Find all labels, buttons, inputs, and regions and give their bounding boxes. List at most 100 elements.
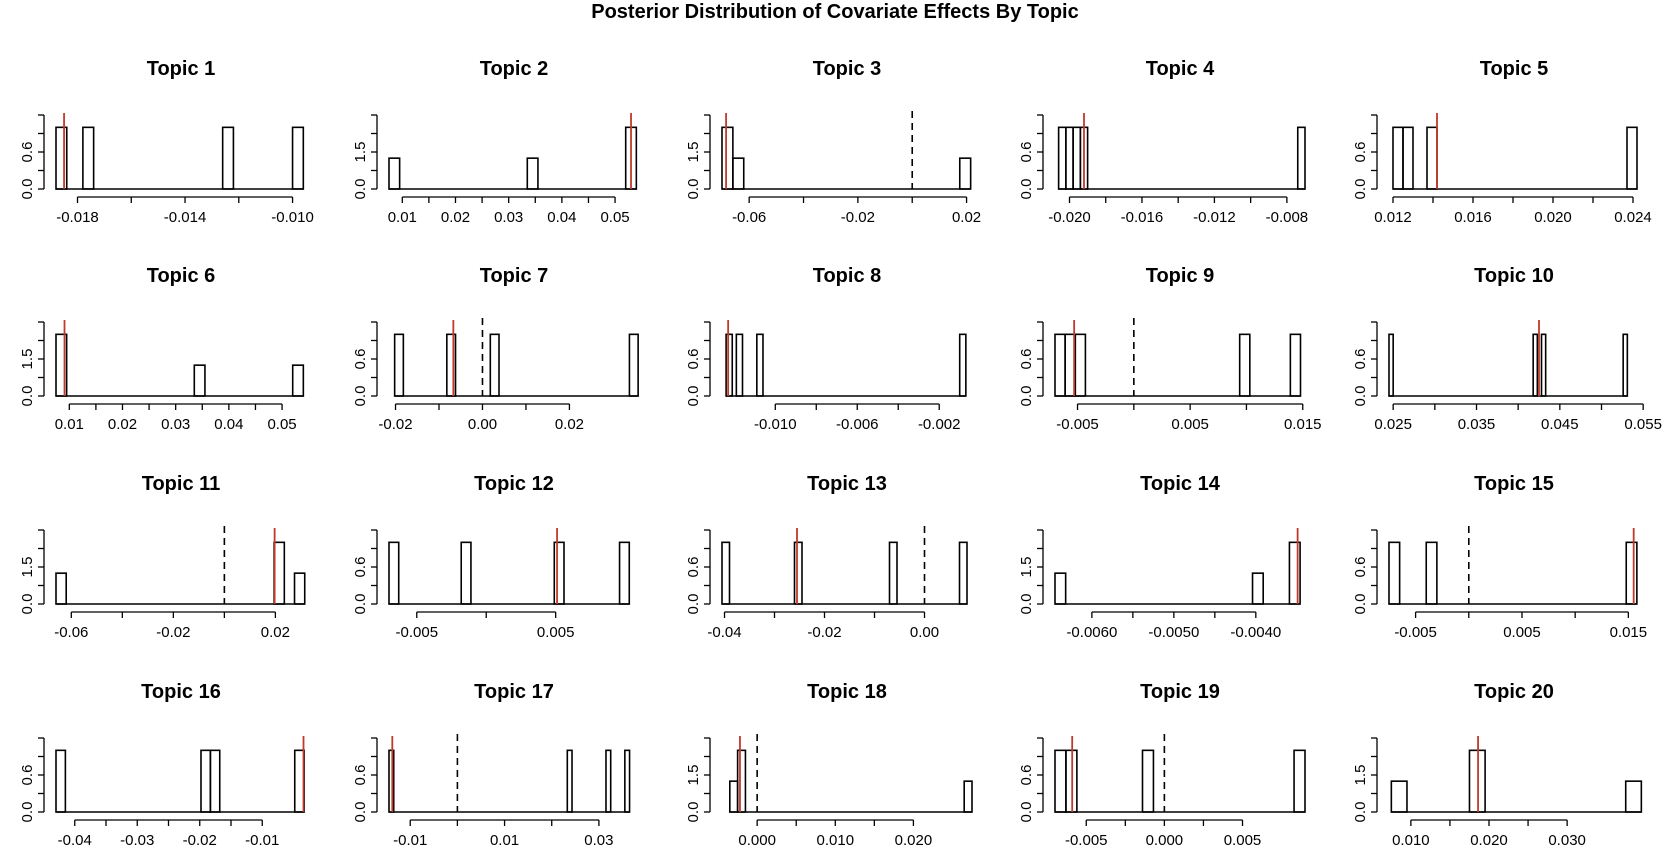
histogram-panel: Topic 11 0.0 1.5 -0.06 -0.02 0.02 <box>19 473 306 641</box>
histogram-bar <box>958 541 968 605</box>
y-tick-label: 0.0 <box>1018 802 1035 823</box>
x-tick-label: 0.025 <box>1374 416 1412 433</box>
y-tick-label: 0.6 <box>1352 557 1369 578</box>
histogram-panel: Topic 4 0.0 0.6 -0.020 -0.016 -0.012 -0.008 <box>1018 58 1308 226</box>
histogram-bar <box>1289 333 1302 397</box>
panel-title: Topic 20 <box>1474 681 1554 703</box>
histogram-bar <box>553 541 565 605</box>
histogram-bar <box>1626 126 1638 190</box>
histogram-bar <box>756 333 764 397</box>
panel-title: Topic 16 <box>141 681 221 703</box>
histogram-bar <box>388 157 401 190</box>
x-tick-label: 0.00 <box>468 416 497 433</box>
histogram-bar <box>729 780 739 813</box>
panel-title: Topic 3 <box>813 58 882 80</box>
x-tick-label: 0.000 <box>738 832 776 849</box>
x-tick-label: -0.06 <box>732 209 766 226</box>
panel-title: Topic 5 <box>1480 58 1549 80</box>
histogram-panel: Topic 5 0.0 0.6 0.012 0.016 0.020 0.024 <box>1352 58 1652 226</box>
x-tick-label: 0.020 <box>895 832 933 849</box>
x-tick-label: 0.035 <box>1458 416 1496 433</box>
histogram-panel: Topic 3 0.0 1.5 -0.06 -0.02 0.02 <box>685 58 981 226</box>
x-tick-label: 0.020 <box>1470 832 1508 849</box>
x-tick-label: 0.016 <box>1454 209 1492 226</box>
histogram-bar <box>605 749 612 813</box>
y-tick-label: 0.0 <box>1352 179 1369 200</box>
histogram-bar <box>1065 126 1074 190</box>
histogram-bar <box>291 126 305 190</box>
y-tick-label: 0.6 <box>352 765 369 786</box>
x-tick-label: -0.005 <box>1065 832 1108 849</box>
histogram-bar <box>489 333 500 397</box>
x-tick-label: 0.055 <box>1624 416 1662 433</box>
histogram-bar <box>618 541 631 605</box>
histogram-panel: Topic 1 0.0 0.6 -0.018 -0.014 -0.010 <box>19 58 314 226</box>
histogram-bar <box>1054 333 1066 397</box>
y-tick-label: 1.5 <box>685 142 702 163</box>
histogram-panel: Topic 2 0.0 1.5 0.01 0.02 0.03 0.04 0.05 <box>352 58 638 226</box>
histogram-bar <box>388 541 400 605</box>
histogram-panel: Topic 10 0.0 0.6 0.025 0.035 0.045 0.055 <box>1352 265 1662 433</box>
y-tick-label: 0.0 <box>685 802 702 823</box>
x-tick-label: -0.008 <box>1266 209 1309 226</box>
y-tick-label: 0.6 <box>352 349 369 370</box>
x-tick-label: 0.05 <box>600 209 629 226</box>
y-tick-label: 0.6 <box>1018 349 1035 370</box>
histogram-bar <box>1392 126 1404 190</box>
panel-title: Topic 9 <box>1146 265 1215 287</box>
histogram-bar <box>1540 333 1547 397</box>
histogram-panel: Topic 8 0.0 0.6 -0.010 -0.006 -0.002 <box>685 265 967 433</box>
histogram-panel: Topic 9 0.0 0.6 -0.005 0.005 0.015 <box>1018 265 1322 433</box>
y-tick-label: 0.0 <box>352 179 369 200</box>
x-tick-label: -0.012 <box>1193 209 1236 226</box>
y-tick-label: 0.0 <box>685 386 702 407</box>
y-tick-label: 0.0 <box>685 179 702 200</box>
histogram-bar <box>732 157 745 190</box>
y-tick-label: 0.6 <box>1352 349 1369 370</box>
y-tick-label: 1.5 <box>19 349 36 370</box>
x-tick-label: -0.06 <box>54 624 88 641</box>
histogram-bar <box>221 126 235 190</box>
y-tick-label: 1.5 <box>19 557 36 578</box>
histogram-bar <box>624 749 631 813</box>
histogram-bar <box>1625 541 1638 605</box>
histogram-bar <box>1074 333 1087 397</box>
y-tick-label: 1.5 <box>1018 557 1035 578</box>
panel-title: Topic 12 <box>474 473 554 495</box>
y-tick-label: 0.6 <box>19 142 36 163</box>
y-tick-label: 0.0 <box>1352 802 1369 823</box>
histogram-panel: Topic 14 0.0 1.5 -0.0060 -0.0050 -0.0040 <box>1018 473 1301 641</box>
x-tick-label: -0.01 <box>393 832 427 849</box>
x-tick-label: -0.0050 <box>1148 624 1199 641</box>
panel-title: Topic 1 <box>147 58 216 80</box>
y-tick-label: 0.6 <box>685 349 702 370</box>
x-tick-label: 0.010 <box>817 832 855 849</box>
histogram-bar <box>1426 126 1438 190</box>
panel-title: Topic 2 <box>480 58 549 80</box>
histogram-bar <box>1388 333 1394 397</box>
histogram-bar <box>735 333 744 397</box>
y-tick-label: 0.6 <box>1018 765 1035 786</box>
x-tick-label: -0.02 <box>841 209 875 226</box>
y-tick-label: 0.0 <box>352 802 369 823</box>
y-tick-label: 0.0 <box>19 386 36 407</box>
histogram-bar <box>736 749 747 813</box>
histogram-bar <box>963 780 973 813</box>
x-tick-label: -0.02 <box>807 624 841 641</box>
panel-title: Topic 6 <box>147 265 216 287</box>
x-tick-label: -0.016 <box>1121 209 1164 226</box>
histogram-bar <box>566 749 573 813</box>
panel-title: Topic 4 <box>1146 58 1215 80</box>
x-tick-label: 0.03 <box>161 416 190 433</box>
histogram-bar <box>460 541 472 605</box>
panel-title: Topic 11 <box>142 473 221 495</box>
histogram-panel: Topic 19 0.0 0.6 -0.005 0.000 0.005 <box>1018 681 1306 849</box>
x-tick-label: 0.015 <box>1284 416 1322 433</box>
histogram-bar <box>888 541 898 605</box>
x-tick-label: -0.005 <box>1394 624 1437 641</box>
x-tick-label: -0.014 <box>164 209 207 226</box>
x-tick-label: 0.045 <box>1541 416 1579 433</box>
x-tick-label: -0.01 <box>245 832 279 849</box>
histogram-bar <box>958 157 972 190</box>
histogram-bar <box>725 333 734 397</box>
